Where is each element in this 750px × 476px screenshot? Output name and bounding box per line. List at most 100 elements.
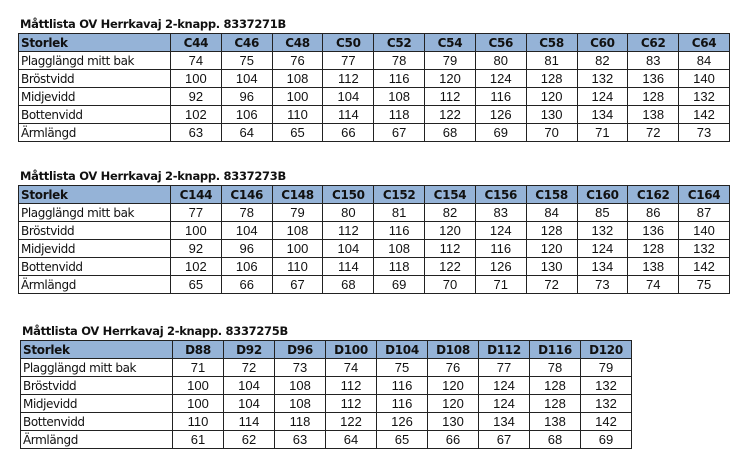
table-cell: C148 [271, 185, 324, 204]
table-cell: 112 [424, 239, 476, 258]
table-cell: 128 [529, 376, 581, 395]
table-cell: 65 [271, 123, 324, 142]
table-cell: 116 [474, 239, 527, 258]
table-cell: 142 [678, 105, 730, 124]
table-cell: 116 [373, 69, 426, 88]
table-cell: 62 [223, 430, 275, 449]
table-cell: 120 [424, 221, 476, 240]
table-row: Midjevidd 100 104 108 112 116 120 124 128 132 [20, 394, 632, 413]
table-cell: 122 [424, 257, 476, 276]
table-cell: 124 [576, 239, 629, 258]
table-row: Plagglängd mitt bak 71 72 73 74 75 76 77 78 79 [20, 358, 632, 377]
table-cell: 100 [271, 87, 324, 106]
table-title: Måttlista OV Herrkavaj 2-knapp. 8337273B [20, 169, 286, 183]
table-cell: 102 [170, 105, 222, 124]
table-cell: 120 [427, 394, 479, 413]
header-row: Storlek D88 D92 D96 D100 D104 D108 D112 D116 D120 [20, 340, 632, 359]
table-cell: 132 [576, 221, 629, 240]
table-cell: 77 [170, 203, 222, 222]
table-cell: 126 [474, 257, 527, 276]
row-label: Bröstvidd [18, 221, 171, 240]
table-cell: 72 [223, 358, 275, 377]
table-cell: 73 [274, 358, 326, 377]
table-cell: C150 [322, 185, 375, 204]
table-cell: 132 [678, 239, 730, 258]
table-cell: D116 [529, 340, 581, 359]
row-label: Bröstvidd [20, 376, 173, 395]
table-cell: 73 [678, 123, 730, 142]
table-cell: 65 [170, 275, 222, 294]
table-cell: C64 [678, 33, 730, 52]
row-label: Midjevidd [18, 87, 171, 106]
table-cell: 63 [170, 123, 222, 142]
table-row: Bottenvidd 102 106 110 114 118 122 126 130 134 138… [18, 257, 730, 276]
table-cell: 83 [627, 51, 680, 70]
table-cell: 67 [373, 123, 426, 142]
table-cell: C152 [373, 185, 426, 204]
table-cell: 116 [474, 87, 527, 106]
row-label: Bottenvidd [20, 412, 173, 431]
table-cell: 66 [220, 275, 273, 294]
table-cell: 108 [373, 239, 426, 258]
table-cell: D120 [580, 340, 632, 359]
table-row: Plagglängd mitt bak 77 78 79 80 81 82 83 84 85 86 8… [18, 203, 730, 222]
table-cell: 118 [373, 257, 426, 276]
table-cell: C52 [373, 33, 426, 52]
table-cell: 134 [478, 412, 530, 431]
table-cell: 84 [525, 203, 578, 222]
table-cell: 124 [474, 69, 527, 88]
size-table: Storlek D88 D92 D96 D100 D104 D108 D112 D116 D120… [20, 340, 632, 449]
table-cell: 140 [678, 69, 730, 88]
table-cell: 108 [274, 394, 326, 413]
table-cell: D88 [172, 340, 224, 359]
table-cell: 132 [580, 376, 632, 395]
table-cell: 126 [474, 105, 527, 124]
table-cell: 76 [427, 358, 479, 377]
table-cell: 77 [322, 51, 375, 70]
table-cell: C160 [576, 185, 629, 204]
table-cell: 100 [172, 394, 224, 413]
table-cell: 100 [170, 221, 222, 240]
table-cell: 100 [271, 239, 324, 258]
table-row: Midjevidd 92 96 100 104 108 112 116 120 124 128 132 [18, 87, 730, 106]
table-cell: 116 [376, 394, 428, 413]
table-cell: D100 [325, 340, 377, 359]
table-cell: 96 [220, 87, 273, 106]
table-cell: C58 [525, 33, 578, 52]
table-cell: 80 [322, 203, 375, 222]
table-cell: 128 [525, 69, 578, 88]
table-cell: 82 [576, 51, 629, 70]
table-cell: 114 [322, 257, 375, 276]
table-cell: 75 [376, 358, 428, 377]
table-cell: 128 [525, 221, 578, 240]
table-row: Ärmlängd 63 64 65 66 67 68 69 70 71 72 73 [18, 123, 730, 142]
row-label: Storlek [20, 340, 173, 359]
table-cell: 126 [376, 412, 428, 431]
table-cell: 140 [678, 221, 730, 240]
table-title: Måttlista OV Herrkavaj 2-knapp. 8337275B [22, 324, 288, 338]
table-cell: C44 [170, 33, 222, 52]
row-label: Plagglängd mitt bak [18, 51, 171, 70]
row-label: Bottenvidd [18, 257, 171, 276]
row-label: Plagglängd mitt bak [18, 203, 171, 222]
table-cell: 112 [325, 376, 377, 395]
table-cell: 84 [678, 51, 730, 70]
table-cell: 120 [424, 69, 476, 88]
table-cell: 70 [525, 123, 578, 142]
table-cell: 124 [478, 376, 530, 395]
table-cell: 128 [529, 394, 581, 413]
table-cell: 85 [576, 203, 629, 222]
table-cell: 74 [170, 51, 222, 70]
row-label: Ärmlängd [20, 430, 173, 449]
table-cell: 120 [525, 239, 578, 258]
table-cell: 65 [376, 430, 428, 449]
table-cell: 104 [322, 87, 375, 106]
table-cell: 79 [580, 358, 632, 377]
table-cell: 134 [576, 105, 629, 124]
table-cell: 130 [525, 105, 578, 124]
size-table: Storlek C44 C46 C48 C50 C52 C54 C56 C58 C60 C62 C64… [18, 33, 730, 142]
table-cell: 142 [678, 257, 730, 276]
table-cell: C54 [424, 33, 476, 52]
table-cell: 110 [271, 105, 324, 124]
table-cell: 70 [424, 275, 476, 294]
